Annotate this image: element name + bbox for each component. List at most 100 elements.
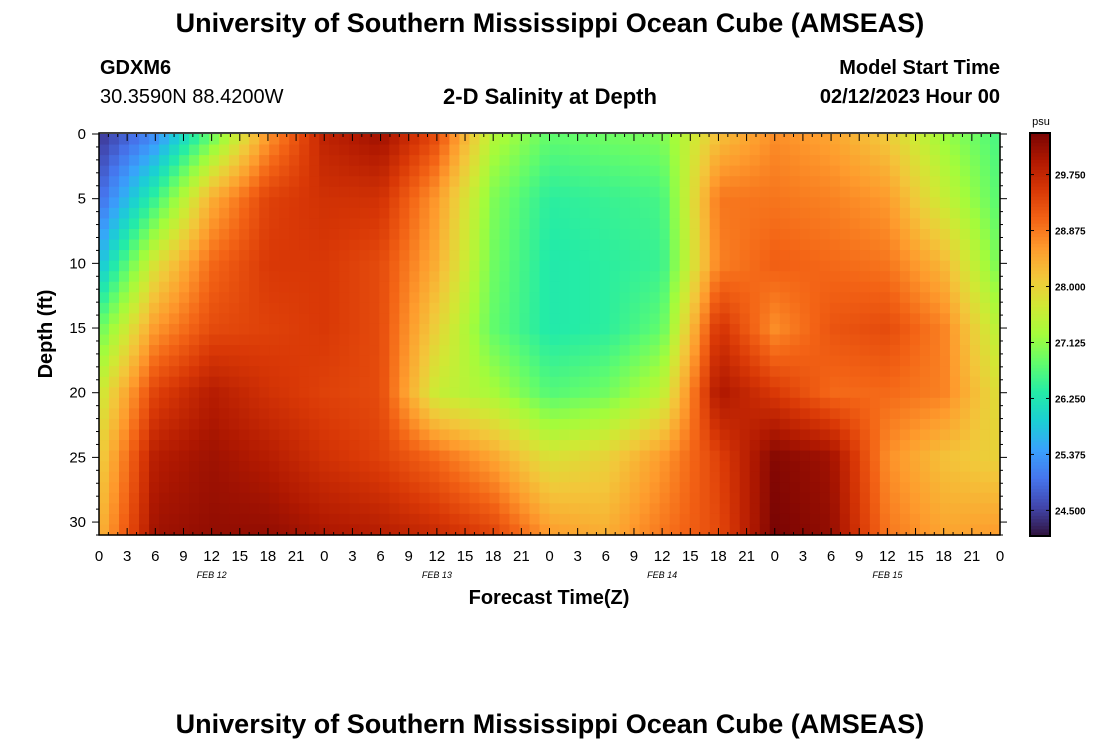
heatmap-cell: [639, 302, 651, 314]
heatmap-cell: [939, 218, 951, 230]
heatmap-cell: [629, 513, 641, 526]
heatmap-cell: [169, 260, 180, 272]
heatmap-cell: [499, 313, 511, 325]
heatmap-cell: [929, 271, 941, 283]
heatmap-cell: [589, 376, 601, 388]
colorbar-segment: [1030, 347, 1050, 352]
heatmap-cell: [609, 513, 621, 526]
colorbar-segment: [1030, 418, 1050, 423]
heatmap-cell: [469, 207, 481, 220]
heatmap-cell: [819, 302, 831, 314]
heatmap-cell: [599, 482, 611, 494]
heatmap-cell: [609, 218, 621, 230]
colorbar-segment: [1030, 391, 1050, 396]
heatmap-cell: [969, 271, 981, 283]
heatmap-cell: [419, 176, 430, 188]
heatmap-cell: [799, 271, 811, 283]
heatmap-cell: [749, 186, 761, 198]
heatmap-cell: [929, 186, 941, 198]
heatmap-cell: [279, 513, 290, 526]
heatmap-cell: [809, 524, 821, 536]
heatmap-cell: [519, 292, 531, 304]
heatmap-cell: [439, 186, 450, 198]
heatmap-cell: [779, 165, 791, 177]
heatmap-cell: [299, 207, 310, 220]
heatmap-cell: [879, 292, 891, 304]
heatmap-cell: [269, 440, 280, 452]
heatmap-cell: [629, 471, 641, 483]
heatmap-cell: [969, 408, 981, 420]
heatmap-cell: [469, 408, 481, 420]
heatmap-cell: [989, 387, 1001, 399]
heatmap-cell: [369, 207, 380, 220]
heatmap-cell: [529, 228, 541, 241]
heatmap-cell: [419, 144, 430, 156]
heatmap-cell: [869, 440, 881, 452]
heatmap-cell: [769, 482, 781, 494]
heatmap-cell: [539, 292, 551, 304]
heatmap-cell: [459, 260, 471, 272]
heatmap-cell: [809, 186, 821, 198]
heatmap-cell: [429, 144, 440, 156]
heatmap-cell: [629, 197, 641, 209]
heatmap-cell: [619, 408, 631, 420]
heatmap-cell: [389, 524, 400, 536]
heatmap-cell: [159, 260, 170, 272]
heatmap-cell: [599, 323, 611, 336]
heatmap-cell: [99, 165, 110, 177]
heatmap-cell: [159, 482, 170, 494]
heatmap-cell: [859, 471, 871, 483]
heatmap-cell: [679, 281, 691, 293]
heatmap-cell: [759, 450, 771, 462]
heatmap-cell: [219, 440, 230, 452]
heatmap-cell: [849, 302, 861, 314]
heatmap-cell: [819, 366, 831, 378]
heatmap-cell: [919, 524, 931, 536]
heatmap-cell: [109, 408, 120, 420]
heatmap-cell: [239, 471, 250, 483]
heatmap-cell: [549, 260, 561, 272]
x-tick-label: 3: [348, 548, 356, 565]
heatmap-cell: [579, 271, 591, 283]
heatmap-cell: [369, 397, 380, 409]
heatmap-cell: [849, 260, 861, 272]
heatmap-cell: [669, 387, 681, 399]
heatmap-cell: [99, 313, 110, 325]
heatmap-cell: [429, 524, 440, 536]
heatmap-cell: [829, 376, 841, 388]
heatmap-cell: [289, 197, 300, 209]
heatmap-cell: [399, 429, 410, 441]
heatmap-cell: [889, 281, 901, 293]
heatmap-cell: [989, 471, 1001, 483]
heatmap-cell: [979, 334, 991, 346]
heatmap-cell: [449, 492, 460, 504]
heatmap-cell: [209, 250, 220, 262]
heatmap-cell: [229, 197, 240, 209]
heatmap-cell: [139, 513, 150, 526]
heatmap-cell: [99, 345, 110, 357]
heatmap-cell: [459, 397, 471, 409]
heatmap-cell: [179, 239, 190, 251]
heatmap-cell: [309, 345, 320, 357]
heatmap-cell: [209, 228, 220, 241]
heatmap-cell: [569, 524, 581, 536]
heatmap-cell: [509, 176, 521, 188]
heatmap-cell: [649, 186, 661, 198]
heatmap-cell: [669, 239, 681, 251]
heatmap-cell: [269, 397, 280, 409]
heatmap-cell: [609, 397, 621, 409]
heatmap-cell: [639, 397, 651, 409]
heatmap-cell: [229, 281, 240, 293]
heatmap-cell: [349, 239, 360, 251]
heatmap-cell: [679, 429, 691, 441]
heatmap-cell: [169, 482, 180, 494]
heatmap-cell: [869, 513, 881, 526]
heatmap-cell: [409, 176, 420, 188]
heatmap-cell: [989, 155, 1001, 167]
heatmap-cell: [709, 345, 721, 357]
heatmap-cell: [569, 440, 581, 452]
heatmap-cell: [409, 418, 420, 431]
heatmap-cell: [909, 165, 921, 177]
heatmap-cell: [659, 281, 671, 293]
heatmap-cell: [199, 239, 210, 251]
